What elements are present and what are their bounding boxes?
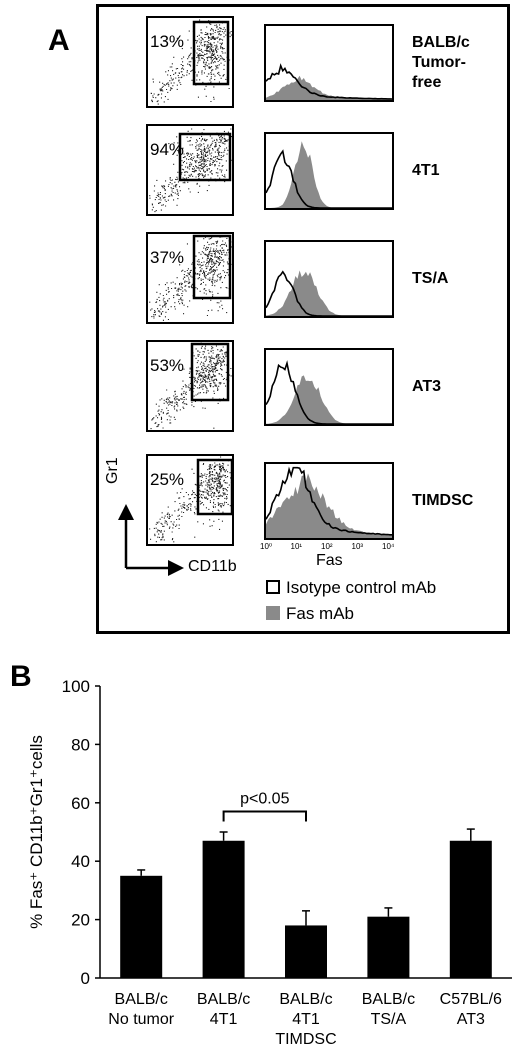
- isotype-histogram: [265, 149, 392, 209]
- dot-plot-3: [146, 232, 234, 324]
- y-tick-label: 100: [62, 677, 90, 696]
- significance-label: p<0.05: [240, 791, 289, 808]
- y-tick-label: 0: [81, 969, 90, 988]
- gate: [190, 342, 230, 402]
- category-label: AT3: [457, 1011, 485, 1028]
- fas-histogram: [266, 473, 392, 538]
- hist-tick-label: 10⁴: [382, 542, 395, 551]
- gate-percent: 53%: [150, 356, 185, 375]
- bar-chart: 0 20 40 60 80 100 % Fas⁺ CD11b⁺Gr1⁺cells BALB/c…: [27, 677, 512, 1048]
- sample-label: BALB/c Tumor- free: [412, 34, 470, 91]
- gate: [192, 234, 232, 300]
- panel-a-letter: A: [48, 24, 70, 57]
- fas-histogram: [266, 270, 392, 316]
- sample-label: 4T1: [412, 162, 440, 179]
- category-label: 4T1: [210, 1011, 238, 1028]
- gate: [178, 132, 232, 182]
- sample-label: TS/A: [412, 270, 449, 287]
- gate-percent: 25%: [150, 470, 185, 489]
- y-axis-label: % Fas⁺ CD11b⁺Gr1⁺cells: [27, 735, 46, 929]
- dot-plot-1: [146, 16, 234, 108]
- bar: [367, 916, 410, 978]
- histogram-2: [264, 132, 394, 210]
- hist-tick-label: 10⁰: [260, 542, 273, 551]
- isotype-histogram: [265, 270, 392, 317]
- legend-label: Fas mAb: [286, 604, 355, 623]
- category-label: BALB/c: [197, 991, 250, 1008]
- isotype-histogram: [265, 466, 392, 536]
- category-label: TS/A: [371, 1011, 407, 1028]
- category-label: BALB/c: [115, 991, 168, 1008]
- sample-label: TIMDSC: [412, 492, 474, 509]
- significance-bracket: [222, 810, 307, 822]
- bar: [449, 840, 492, 978]
- y-tick-label: 40: [71, 852, 90, 871]
- cd11b-axis-label: CD11b: [188, 558, 237, 575]
- y-tick-label: 80: [71, 735, 90, 754]
- legend-label: Isotype control mAb: [286, 578, 437, 597]
- gate-percent: 13%: [150, 32, 185, 51]
- bar: [202, 840, 245, 978]
- y-tick-label: 20: [71, 911, 90, 930]
- category-label: C57BL/6: [440, 991, 502, 1008]
- dot-plot-5: [146, 454, 234, 546]
- gr1-axis-label: Gr1: [104, 457, 121, 484]
- fas-histogram: [266, 375, 392, 424]
- dot-plot-4: [146, 340, 234, 432]
- category-label: No tumor: [108, 1011, 174, 1028]
- legend-swatch: [266, 606, 280, 620]
- histogram-4: [264, 348, 394, 426]
- category-label: BALB/c: [362, 991, 415, 1008]
- axis-arrows: [118, 504, 184, 576]
- dot-cloud: [149, 456, 233, 543]
- dot-cloud: [150, 342, 232, 430]
- histogram-5: [264, 462, 394, 540]
- legend-swatch: [266, 580, 280, 594]
- histogram-1: [264, 24, 394, 102]
- histogram-3: [264, 240, 394, 318]
- panel-b-letter: B: [10, 660, 32, 693]
- fas-axis-label: Fas: [316, 552, 343, 569]
- gate: [196, 458, 234, 516]
- category-label: BALB/c: [279, 991, 332, 1008]
- isotype-histogram: [265, 63, 393, 100]
- gate-percent: 94%: [150, 140, 185, 159]
- isotype-histogram: [265, 360, 392, 425]
- panel-a-frame: [96, 4, 510, 634]
- hist-tick-label: 10³: [351, 542, 364, 551]
- y-tick-label: 60: [71, 794, 90, 813]
- bar: [120, 875, 163, 978]
- sample-label: AT3: [412, 378, 442, 395]
- hist-tick-label: 10²: [321, 542, 333, 551]
- category-label: TIMDSC: [275, 1031, 336, 1048]
- gate-percent: 37%: [150, 248, 185, 267]
- category-label: 4T1: [292, 1011, 320, 1028]
- gate: [192, 20, 230, 86]
- dot-plot-2: [146, 124, 234, 216]
- bar: [285, 925, 327, 978]
- dot-cloud: [150, 19, 232, 105]
- hist-tick-label: 10¹: [290, 542, 303, 551]
